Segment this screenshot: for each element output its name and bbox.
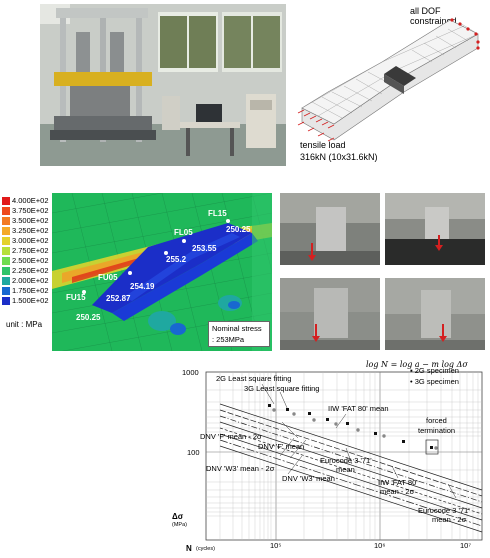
legend-3g: • 3G specimen [410,377,459,386]
specimen-photo-1 [280,193,380,265]
center-value: 255.2 [166,255,187,264]
ann-dnvw32s: DNV 'W3' mean - 2σ [206,464,275,473]
xtick-1e7: 10⁷ [460,541,472,550]
legend-row: 2.750E+02 [2,246,52,255]
specimen-photo-4 [385,278,485,350]
data-point-2g [308,412,311,415]
data-point-3g [434,446,438,450]
unit-label: unit : MPa [6,320,43,329]
ytick-100: 100 [187,448,200,457]
fu05b-value: 252.87 [106,294,131,303]
legend-row: 4.000E+02 [2,196,52,205]
legend-row: 1.500E+02 [2,296,52,305]
ann-ec71: Eurocode 3 '71' [320,456,372,465]
data-point-2g [326,418,329,421]
data-point-3g [334,422,338,426]
sn-chart-svg [205,371,483,541]
legend-row: 2.500E+02 [2,256,52,265]
legend-row: 3.750E+02 [2,206,52,215]
data-point-3g [356,428,360,432]
ann-iiw80: IIW 'FAT 80' mean [328,404,389,413]
xtick-1e6: 10⁶ [374,541,386,550]
legend-2g: ▪ 2G specimen [410,366,459,375]
ann-iiw802s-1: IIW 'FAT 80' [378,478,418,487]
data-point-2g [286,408,289,411]
fe-mesh-panel: all DOF constrained [292,4,488,164]
ytick-1000: 1000 [182,368,199,377]
ann-ls3g: 3G Least square fitting [244,384,320,393]
y-axis-unit: (MPa) [172,522,187,528]
fl05-label: FL05 [174,228,193,237]
data-point-2g [268,404,271,407]
legend-row: 2.000E+02 [2,276,52,285]
legend-row: 1.750E+02 [2,286,52,295]
fu05-marker [128,271,132,275]
data-point-3g [382,434,386,438]
ann-dnvf2s: DNV 'F' mean - 2σ [200,432,262,441]
fl15-marker [226,219,230,223]
load-value: 316kN (10x31.6kN) [300,152,378,162]
sn-chart: log N = log a − m log Δσ [170,360,486,556]
ann-ls2g: 2G Least square fitting [216,374,292,383]
fu05-value: 254.19 [130,282,155,291]
fl15-label: FL15 [208,209,227,218]
ann-dnvf: DNV 'F' mean [258,442,305,451]
fe-mesh-drawing [297,18,480,142]
data-point-2g [346,422,349,425]
fl15-value: 250.25 [226,225,251,234]
xtick-1e5: 10⁵ [270,541,282,550]
center-marker [164,251,168,255]
data-point-3g [312,418,316,422]
load-label: tensile load [300,140,346,150]
fl05-value: 253.55 [192,244,217,253]
y-axis-label: Δσ [172,512,184,521]
ann-termination: termination [418,426,456,435]
data-point-2g [402,440,405,443]
legend-row: 2.250E+02 [2,266,52,275]
legend-row: 3.500E+02 [2,216,52,225]
fu15-marker [82,290,86,294]
specimen-photo-3 [280,278,380,350]
legend-row: 3.250E+02 [2,226,52,235]
ann-ec712s-2: mean - 2σ [432,515,467,524]
nominal-line1: Nominal stress [212,324,262,333]
lab-photo-drawing [40,4,286,166]
nominal-stress-box: Nominal stress : 253MPa [208,321,270,347]
data-point-3g [272,408,276,412]
lab-photo [40,4,286,166]
ann-dnvw3: DNV 'W3' mean [282,474,335,483]
stress-contour-plot: FL15 250.25 FL05 253.55 255.2 FU05 254.1… [52,193,272,351]
data-point-2g [430,446,433,449]
specimen-photo-2 [385,193,485,265]
sn-data-points [268,404,438,450]
fu15-label: FU15 [66,293,86,302]
fu05-label: FU05 [98,273,118,282]
data-point-3g [292,412,296,416]
x-axis-unit: (cycles) [196,546,215,552]
ann-iiw802s-2: mean - 2σ [380,487,415,496]
fu15-value: 250.25 [76,313,101,322]
stress-legend: 4.000E+02 3.750E+02 3.500E+02 3.250E+02 … [2,196,52,306]
fl05-marker [182,239,186,243]
data-point-2g [374,432,377,435]
constraint-label: all DOF constrained [410,6,457,26]
sn-formula: log N = log a − m log Δσ [366,360,468,369]
ann-ec712s-1: Eurocode 3 '71' [418,506,470,515]
ann-forced: forced [426,416,447,425]
nominal-line2: : 253MPa [212,335,245,344]
x-axis-label: N [186,544,192,553]
legend-row: 3.000E+02 [2,236,52,245]
ann-ec71-mean: mean [336,465,355,474]
